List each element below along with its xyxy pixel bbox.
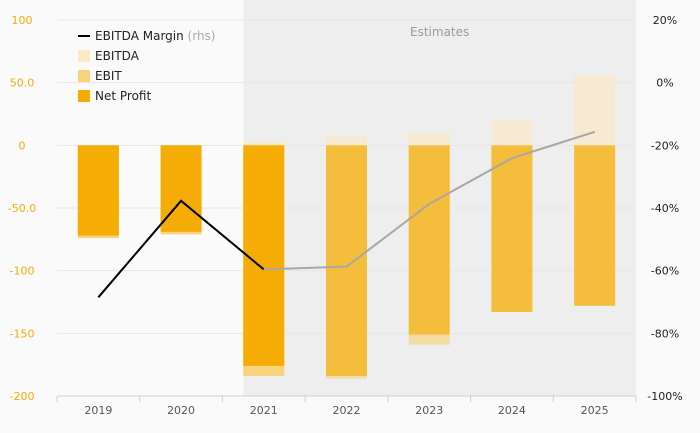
y-tick-label: 100 xyxy=(12,14,33,27)
margin-line xyxy=(97,130,595,298)
margin-line-actual xyxy=(97,199,265,298)
y-tick-label: 0 xyxy=(19,139,26,152)
y2-tick-label: 0% xyxy=(656,77,673,90)
legend-swatch xyxy=(78,50,90,62)
bar-ebitda xyxy=(408,132,450,146)
legend-suffix: (rhs) xyxy=(184,29,216,43)
x-tick-label: 2022 xyxy=(333,404,361,417)
y2-tick-label: -100% xyxy=(647,390,682,403)
legend-label: EBITDA Margin (rhs) xyxy=(95,29,216,43)
estimates-label: Estimates xyxy=(410,25,469,39)
bar-net-profit xyxy=(243,145,285,366)
y2-tick-label: -80% xyxy=(651,327,679,340)
margin-line-estimate xyxy=(263,130,595,271)
x-tick-label: 2020 xyxy=(167,404,195,417)
bar-net-profit xyxy=(326,145,367,376)
y-tick-label: -200 xyxy=(10,390,35,403)
x-tick-label: 2025 xyxy=(581,404,609,417)
bar-net-profit xyxy=(408,145,450,335)
axes: 100 20% 50.0 0% 0 -20% -50.0 -40% -100 -60% -150 -8… xyxy=(8,14,683,417)
y-tick-label: -50.0 xyxy=(8,202,36,215)
x-tick-label: 2024 xyxy=(498,404,526,417)
bar-net-profit xyxy=(574,145,616,306)
legend-label: EBIT xyxy=(95,69,122,83)
y2-tick-label: -20% xyxy=(651,139,679,152)
y-tick-label: -150 xyxy=(10,327,35,340)
bar-ebitda xyxy=(574,75,616,146)
bar-ebitda xyxy=(491,120,533,146)
y2-tick-label: 20% xyxy=(653,14,677,27)
bars xyxy=(77,75,616,379)
legend-label: Net Profit xyxy=(95,89,151,103)
legend-swatch xyxy=(78,70,90,82)
x-tick-label: 2023 xyxy=(415,404,443,417)
y2-tick-label: -40% xyxy=(651,202,679,215)
bar-ebitda xyxy=(326,135,367,146)
x-tick-label: 2019 xyxy=(84,404,112,417)
bar-net-profit xyxy=(77,145,119,236)
legend: EBITDA Margin (rhs) EBITDA EBIT Net Profit xyxy=(78,29,216,103)
bar-net-profit xyxy=(491,145,533,313)
legend-label: EBITDA xyxy=(95,49,140,63)
legend-swatch xyxy=(78,90,90,102)
y-tick-label: 50.0 xyxy=(10,77,35,90)
y-tick-label: -100 xyxy=(10,265,35,278)
bar-ebitda xyxy=(243,142,285,146)
x-tick-label: 2021 xyxy=(250,404,278,417)
y2-tick-label: -60% xyxy=(651,265,679,278)
